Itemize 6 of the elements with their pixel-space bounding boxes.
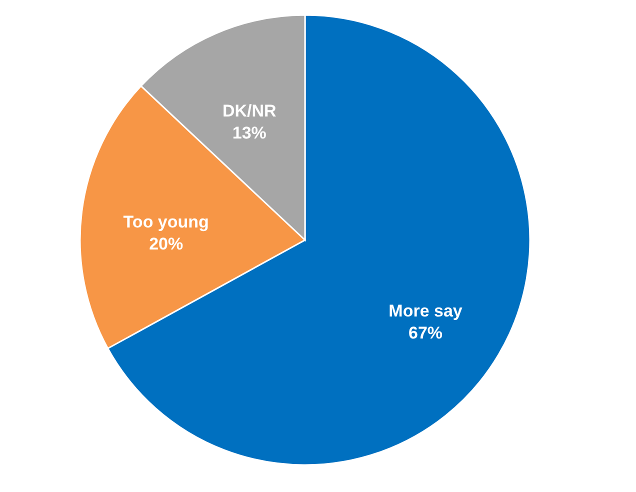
data-label: 20% (149, 234, 184, 254)
data-label: 67% (408, 323, 443, 342)
slice-label: DK/NR (222, 102, 276, 121)
data-label: 13% (232, 124, 266, 143)
slice-label: More say (388, 301, 463, 320)
slice-label: Too young (123, 212, 209, 232)
